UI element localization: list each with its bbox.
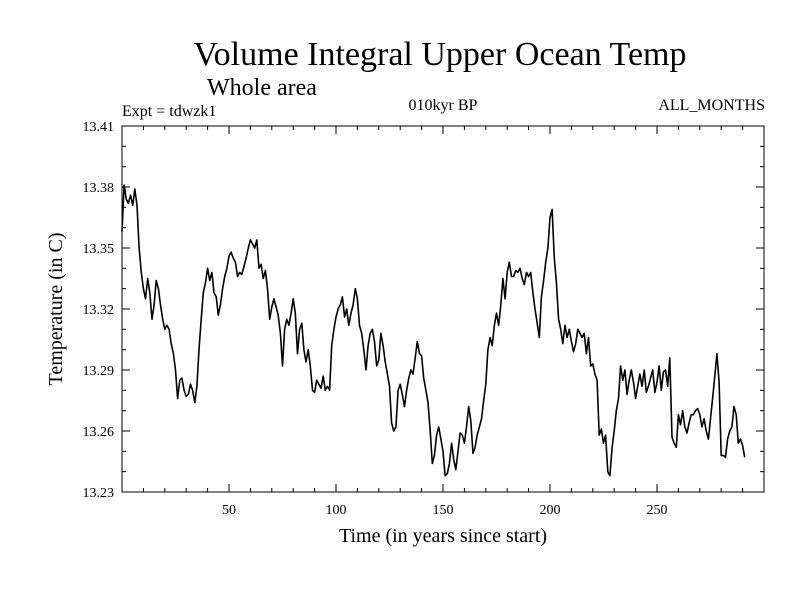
chart-title: Volume Integral Upper Ocean Temp (194, 36, 687, 73)
x-tick-label: 150 (433, 503, 454, 518)
months-label: ALL_MONTHS (658, 97, 765, 114)
x-tick-label: 100 (326, 503, 347, 518)
x-tick-label: 50 (222, 503, 236, 518)
y-tick-label: 13.23 (83, 486, 115, 501)
x-tick-label: 250 (647, 503, 668, 518)
temperature-series-line (121, 184, 746, 477)
period-label: 010kyr BP (409, 97, 478, 114)
axis-ticks (122, 125, 764, 493)
y-tick-label: 13.32 (83, 303, 115, 318)
y-tick-label: 13.26 (83, 425, 115, 440)
y-tick-label: 13.29 (83, 364, 115, 379)
y-tick-labels: 13.23 13.26 13.29 13.32 13.35 13.38 13.41 (83, 120, 115, 501)
y-tick-label: 13.41 (83, 120, 115, 135)
y-axis-label: Temperature (in C) (45, 233, 67, 386)
y-tick-label: 13.38 (83, 181, 115, 196)
x-axis-label: Time (in years since start) (339, 525, 547, 547)
x-tick-labels: 50 100 150 200 250 (222, 503, 668, 518)
x-tick-label: 200 (540, 503, 561, 518)
y-tick-label: 13.35 (83, 242, 115, 257)
experiment-label: Expt = tdwzk1 (122, 103, 216, 120)
chart-subtitle: Whole area (207, 75, 317, 101)
